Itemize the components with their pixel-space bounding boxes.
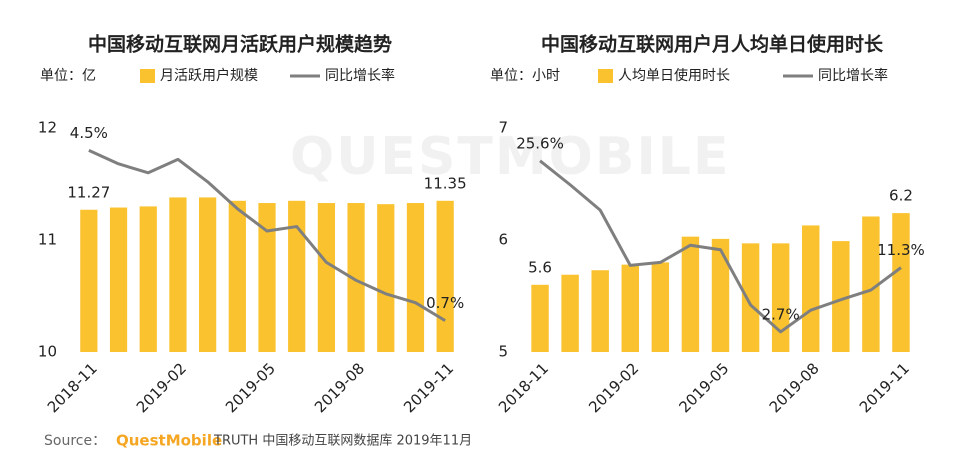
bar (892, 213, 910, 352)
bar (406, 203, 425, 352)
bar (169, 197, 187, 352)
bar (288, 200, 306, 352)
data-label: 4.5% (70, 124, 108, 142)
data-label: 11.27 (67, 183, 110, 201)
source-prefix: Source： (44, 433, 106, 449)
bar (561, 274, 579, 352)
chart-title: 中国移动互联网用户月人均单日使用时长 (541, 33, 884, 56)
y-tick-label: 7 (498, 119, 508, 137)
bar (771, 243, 790, 352)
bar (377, 204, 395, 352)
legend-swatch (140, 69, 155, 83)
y-tick-label: 12 (38, 119, 57, 137)
bar (711, 238, 730, 352)
unit-label: 单位：亿 (40, 68, 96, 84)
line (88, 149, 446, 322)
bar (741, 243, 760, 352)
y-tick-label: 11 (38, 231, 57, 249)
bar (591, 270, 609, 352)
bar (199, 197, 217, 352)
legend-label: 月活跃用户规模 (160, 67, 258, 84)
bar (862, 216, 880, 352)
line (539, 159, 902, 334)
data-label: 25.6% (516, 134, 564, 152)
watermark: QUESTMOBILE (290, 127, 730, 187)
bar (651, 262, 670, 352)
y-tick-label: 6 (498, 231, 508, 249)
bar (436, 200, 454, 352)
bar (832, 241, 850, 352)
bar (802, 225, 820, 352)
data-label: 0.7% (426, 294, 464, 312)
data-label: 2.7% (762, 305, 800, 323)
data-label: 11.35 (424, 174, 467, 192)
bar (80, 209, 98, 352)
data-label: 11.3% (877, 241, 925, 259)
y-tick-label: 5 (498, 343, 508, 361)
y-tick-label: 10 (38, 343, 57, 361)
source-brand: QuestMobile (116, 432, 222, 450)
legend-swatch (598, 69, 613, 83)
bar (621, 264, 639, 352)
chart-title: 中国移动互联网月活跃用户规模趋势 (88, 33, 392, 56)
bar (258, 203, 276, 352)
data-label: 5.6 (528, 258, 552, 276)
unit-label: 单位：小时 (490, 68, 560, 84)
bar (681, 236, 700, 352)
bar (228, 200, 246, 352)
source-text: TRUTH 中国移动互联网数据库 2019年11月 (213, 433, 472, 449)
bar (109, 207, 128, 352)
bar (531, 284, 549, 352)
legend-label: 同比增长率 (818, 67, 888, 84)
legend-label: 同比增长率 (325, 67, 395, 84)
legend-label: 人均单日使用时长 (618, 67, 730, 84)
bar (139, 206, 157, 352)
bar (347, 203, 365, 352)
data-label: 6.2 (889, 187, 913, 205)
bar (317, 203, 335, 352)
